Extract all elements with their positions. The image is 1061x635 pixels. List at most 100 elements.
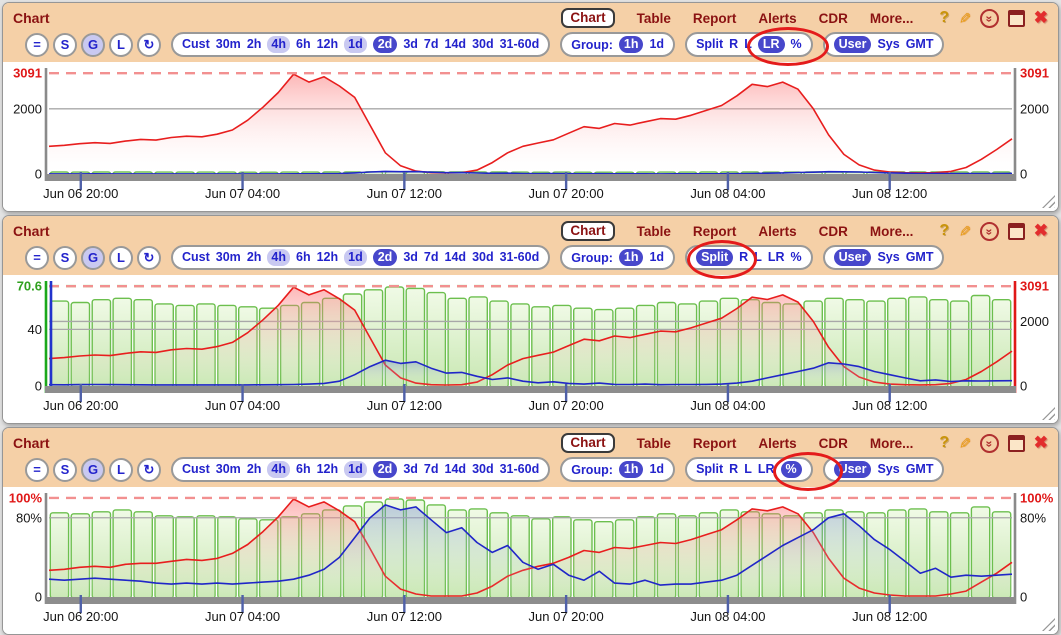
range-1d-button[interactable]: 1d: [344, 36, 367, 53]
split-l-button[interactable]: L: [754, 250, 762, 264]
close-icon[interactable]: ✖: [1033, 8, 1048, 27]
g-button[interactable]: G: [81, 32, 105, 57]
close-icon[interactable]: ✖: [1033, 221, 1048, 240]
tz-gmt-button[interactable]: GMT: [905, 462, 934, 476]
tab-chart[interactable]: Chart: [561, 433, 615, 453]
tz-sys-button[interactable]: Sys: [877, 462, 900, 476]
tab-table[interactable]: Table: [636, 435, 671, 451]
tab-chart[interactable]: Chart: [561, 221, 615, 241]
tab-more[interactable]: More...: [869, 435, 914, 451]
range-cust-button[interactable]: Cust: [182, 250, 210, 264]
range-14d-button[interactable]: 14d: [444, 250, 467, 264]
edit-pencil-icon[interactable]: ✎: [955, 224, 973, 238]
range-1d-button[interactable]: 1d: [344, 461, 367, 478]
tab-cdr[interactable]: CDR: [818, 223, 848, 239]
range-cust-button[interactable]: Cust: [182, 462, 210, 476]
g-button[interactable]: G: [81, 457, 105, 482]
range-30d-button[interactable]: 30d: [472, 37, 494, 51]
tab-report[interactable]: Report: [692, 435, 737, 451]
range-4h-button[interactable]: 4h: [267, 249, 290, 266]
group-1h-button[interactable]: 1h: [618, 249, 644, 266]
group-1d-button[interactable]: 1d: [649, 37, 665, 51]
tab-report[interactable]: Report: [692, 10, 737, 26]
s-button[interactable]: S: [53, 32, 77, 57]
tab-more[interactable]: More...: [869, 223, 914, 239]
range-7d-button[interactable]: 7d: [423, 462, 439, 476]
group-1d-button[interactable]: 1d: [649, 462, 665, 476]
menu-button[interactable]: =: [25, 32, 49, 57]
collapse-icon[interactable]: »: [979, 433, 999, 453]
range-2d-button[interactable]: 2d: [372, 36, 398, 53]
range-2d-button[interactable]: 2d: [372, 249, 398, 266]
l-button[interactable]: L: [109, 32, 133, 57]
range-2h-button[interactable]: 2h: [246, 37, 262, 51]
tz-user-button[interactable]: User: [833, 249, 872, 266]
menu-button[interactable]: =: [25, 457, 49, 482]
s-button[interactable]: S: [53, 245, 77, 270]
range-6h-button[interactable]: 6h: [296, 250, 311, 264]
range-30d-button[interactable]: 30d: [472, 462, 494, 476]
split-pct-button[interactable]: %: [790, 37, 802, 51]
group-1h-button[interactable]: 1h: [618, 461, 644, 478]
range-6h-button[interactable]: 6h: [296, 462, 311, 476]
s-button[interactable]: S: [53, 457, 77, 482]
range-30d-button[interactable]: 30d: [472, 250, 494, 264]
split-pct-button[interactable]: %: [790, 250, 802, 264]
split-lr-button[interactable]: LR: [757, 36, 785, 53]
tab-cdr[interactable]: CDR: [818, 10, 848, 26]
range-12h-button[interactable]: 12h: [316, 37, 339, 51]
edit-pencil-icon[interactable]: ✎: [955, 11, 973, 25]
split-l-button[interactable]: L: [744, 462, 752, 476]
maximize-icon[interactable]: [1007, 222, 1025, 240]
split-r-button[interactable]: R: [729, 37, 739, 51]
tab-alerts[interactable]: Alerts: [758, 223, 797, 239]
range-7d-button[interactable]: 7d: [423, 37, 439, 51]
tab-cdr[interactable]: CDR: [818, 435, 848, 451]
tz-sys-button[interactable]: Sys: [877, 37, 900, 51]
help-icon[interactable]: ?: [939, 9, 950, 26]
edit-pencil-icon[interactable]: ✎: [955, 436, 973, 450]
range-14d-button[interactable]: 14d: [444, 37, 467, 51]
l-button[interactable]: L: [109, 457, 133, 482]
range-cust-button[interactable]: Cust: [182, 37, 210, 51]
group-1d-button[interactable]: 1d: [649, 250, 665, 264]
split-button[interactable]: Split: [696, 249, 734, 266]
chart-plot-area[interactable]: Jun 06 20:00 Jun 07 04:00 Jun 07 12:00 Jun …: [3, 275, 1058, 423]
range-6h-button[interactable]: 6h: [296, 37, 311, 51]
close-icon[interactable]: ✖: [1033, 433, 1048, 452]
tz-user-button[interactable]: User: [833, 461, 872, 478]
range-14d-button[interactable]: 14d: [444, 462, 467, 476]
tab-more[interactable]: More...: [869, 10, 914, 26]
range-12h-button[interactable]: 12h: [316, 250, 339, 264]
tab-table[interactable]: Table: [636, 10, 671, 26]
range-30m-button[interactable]: 30m: [215, 37, 241, 51]
split-r-button[interactable]: R: [729, 462, 739, 476]
help-icon[interactable]: ?: [939, 222, 950, 239]
split-lr-button[interactable]: LR: [757, 462, 775, 476]
tab-chart[interactable]: Chart: [561, 8, 615, 28]
range-31-60d-button[interactable]: 31-60d: [499, 250, 540, 264]
refresh-icon[interactable]: ↻: [137, 245, 161, 270]
range-30m-button[interactable]: 30m: [215, 462, 241, 476]
split-r-button[interactable]: R: [739, 250, 749, 264]
range-3d-button[interactable]: 3d: [403, 250, 418, 264]
range-2h-button[interactable]: 2h: [246, 250, 262, 264]
l-button[interactable]: L: [109, 245, 133, 270]
maximize-icon[interactable]: [1007, 9, 1025, 27]
refresh-icon[interactable]: ↻: [137, 457, 161, 482]
range-12h-button[interactable]: 12h: [316, 462, 339, 476]
menu-button[interactable]: =: [25, 245, 49, 270]
split-pct-button[interactable]: %: [780, 461, 802, 478]
range-3d-button[interactable]: 3d: [403, 37, 418, 51]
split-l-button[interactable]: L: [744, 37, 752, 51]
split-lr-button[interactable]: LR: [767, 250, 785, 264]
range-30m-button[interactable]: 30m: [215, 250, 241, 264]
group-1h-button[interactable]: 1h: [618, 36, 644, 53]
range-31-60d-button[interactable]: 31-60d: [499, 462, 540, 476]
tz-gmt-button[interactable]: GMT: [905, 37, 934, 51]
tab-table[interactable]: Table: [636, 223, 671, 239]
range-2d-button[interactable]: 2d: [372, 461, 398, 478]
tab-report[interactable]: Report: [692, 223, 737, 239]
range-1d-button[interactable]: 1d: [344, 249, 367, 266]
split-button[interactable]: Split: [696, 462, 724, 476]
